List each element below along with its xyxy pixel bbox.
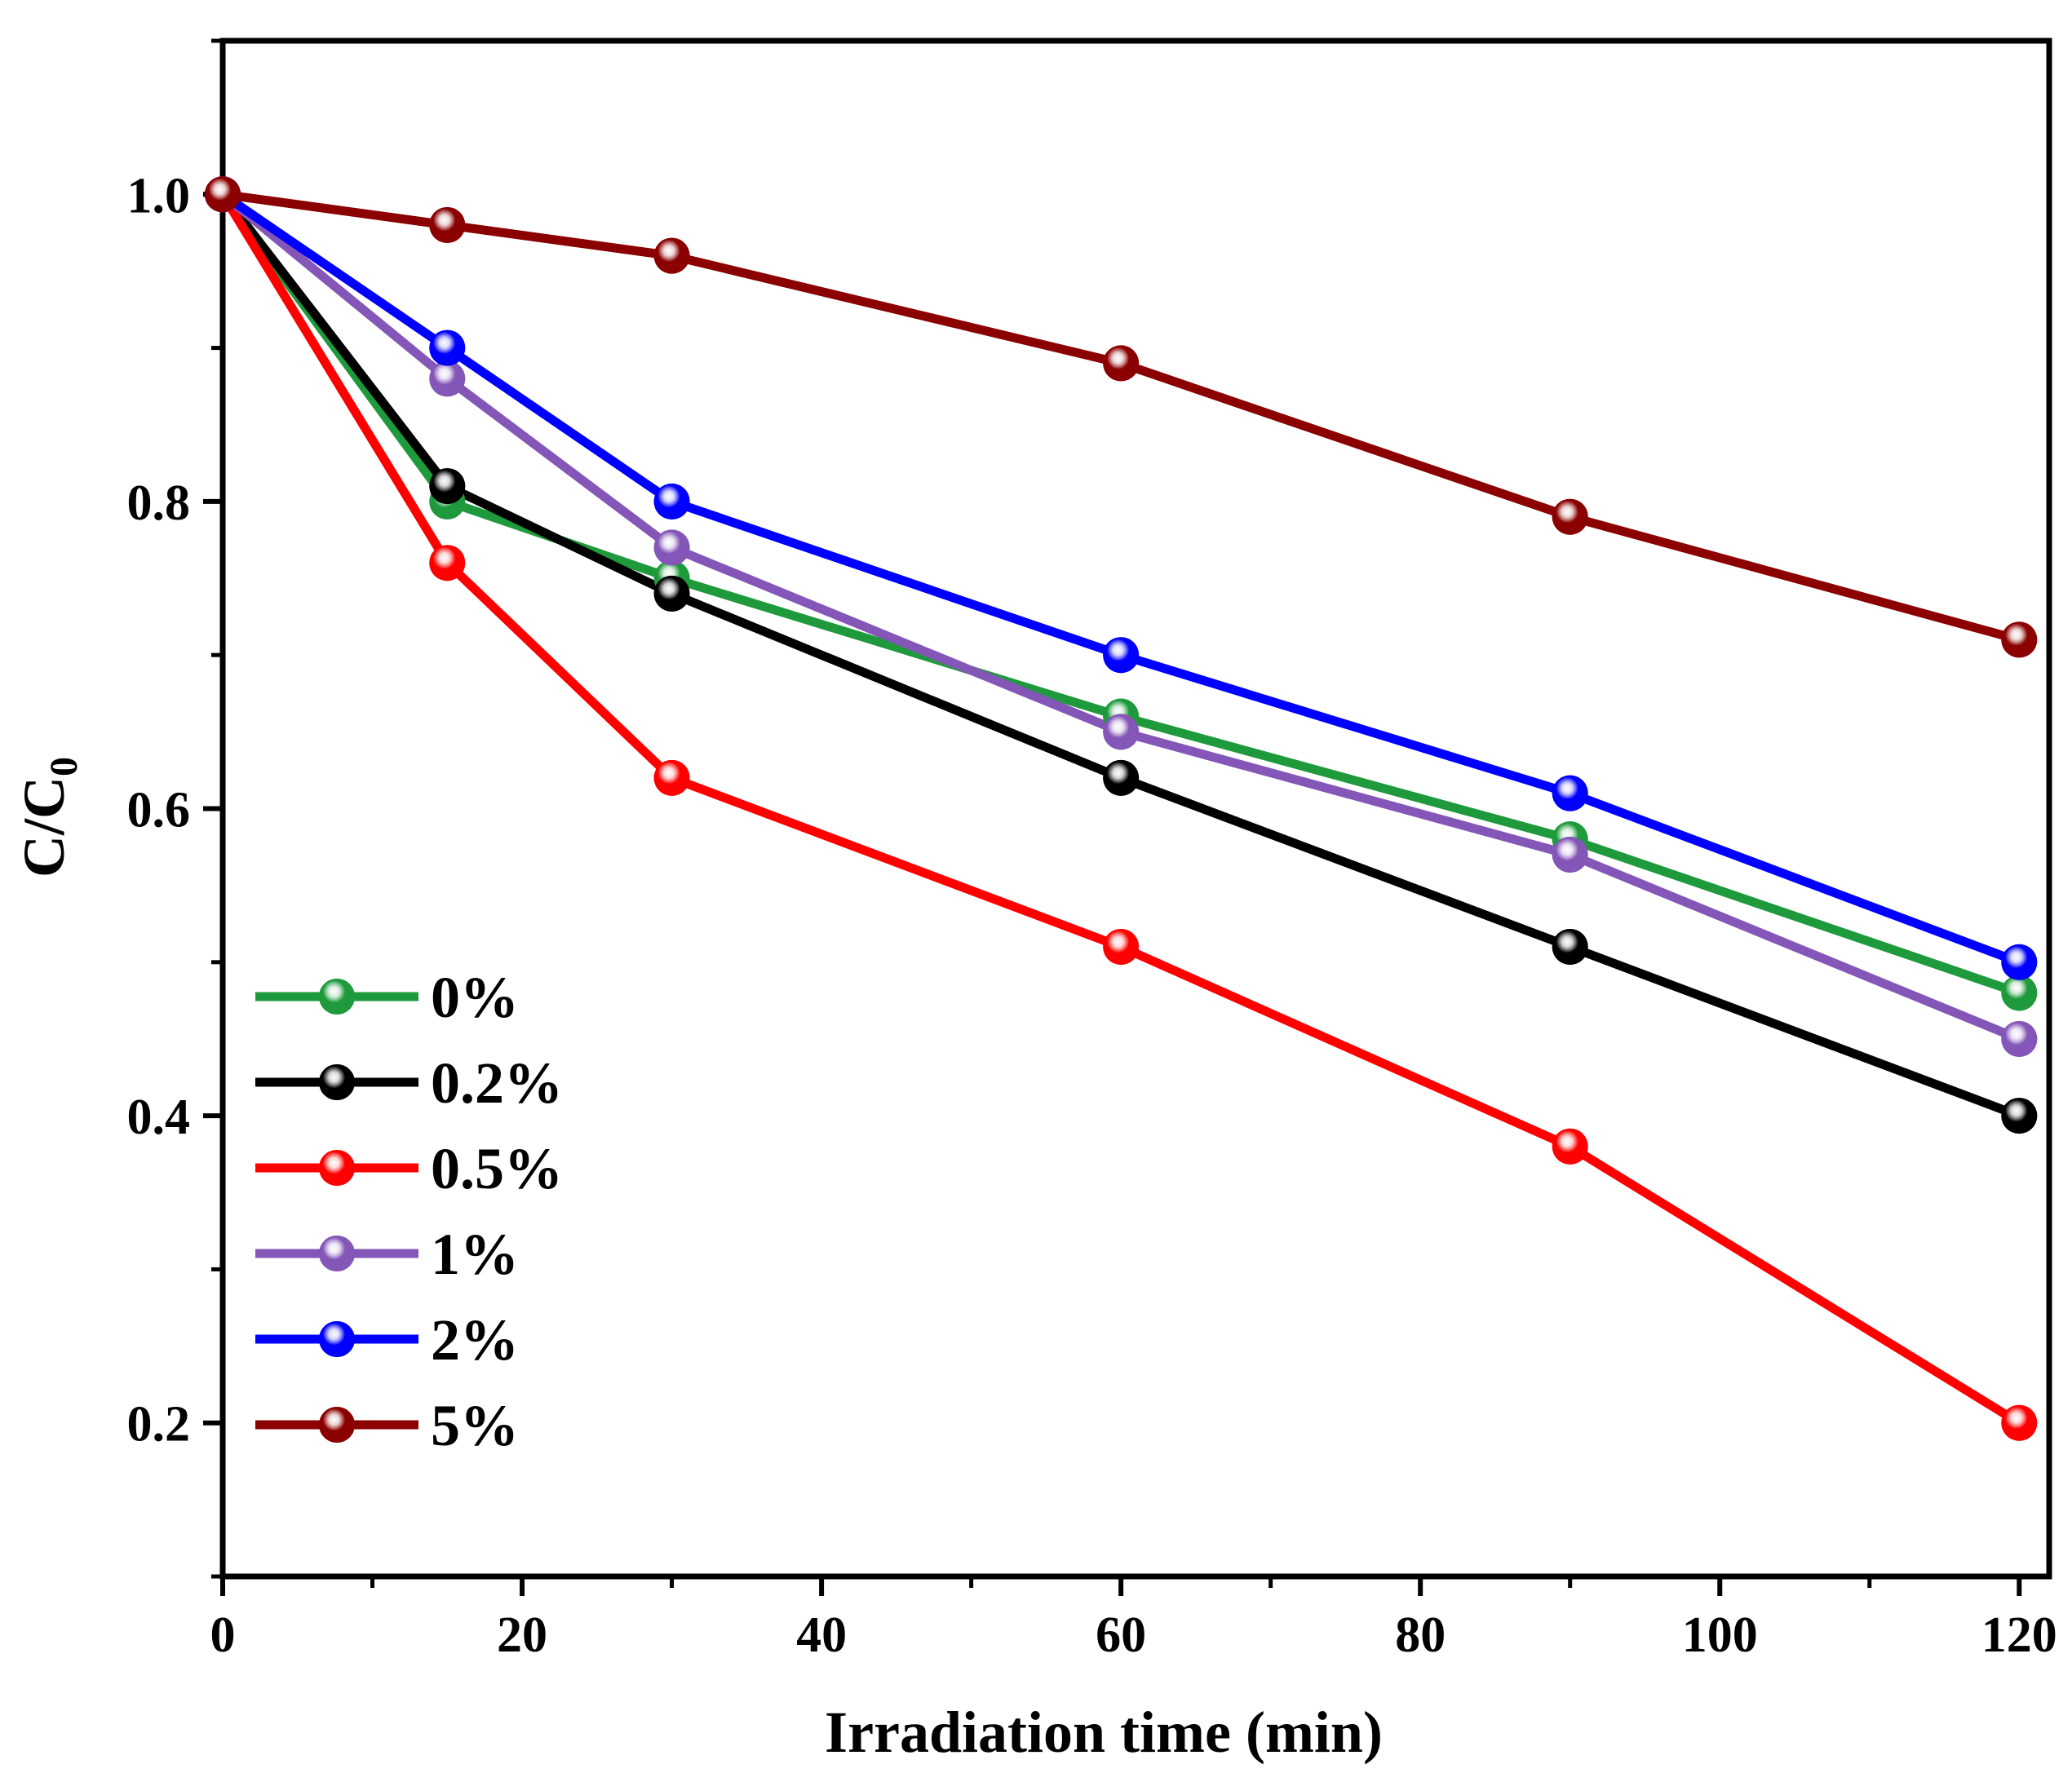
y-axis-title-subscript: 0 bbox=[42, 757, 86, 776]
x-tick-label: 20 bbox=[497, 1607, 547, 1663]
data-point bbox=[2001, 975, 2038, 1011]
series-markers-2% bbox=[205, 176, 2038, 980]
data-point bbox=[1103, 345, 1140, 382]
y-tick-label: 0.6 bbox=[127, 783, 191, 838]
legend-marker bbox=[319, 1407, 355, 1443]
legend-item: 0.5% bbox=[255, 1136, 563, 1201]
series-0.5% bbox=[219, 192, 2022, 1427]
legend: 0% 0.2% 0.5% 1% 2% 5% bbox=[255, 965, 563, 1458]
legend-label: 5% bbox=[431, 1393, 519, 1458]
legend-item: 0% bbox=[255, 965, 519, 1030]
data-point bbox=[1552, 1128, 1588, 1165]
y-axis-title-main: C/C bbox=[11, 776, 77, 878]
data-point bbox=[2001, 1020, 2038, 1057]
legend-marker bbox=[319, 1321, 355, 1357]
legend-label: 0.2% bbox=[431, 1050, 563, 1116]
data-point bbox=[429, 206, 466, 243]
data-point bbox=[653, 483, 690, 520]
legend-marker bbox=[319, 1236, 355, 1271]
series-2% bbox=[219, 190, 2021, 966]
legend-item: 2% bbox=[255, 1307, 519, 1373]
x-tick-label: 0 bbox=[210, 1607, 236, 1663]
series-line bbox=[219, 192, 2021, 997]
legend-marker bbox=[319, 1064, 355, 1100]
x-tick-label: 120 bbox=[1981, 1607, 2057, 1663]
data-point bbox=[1552, 928, 1588, 965]
data-point bbox=[653, 575, 690, 612]
series-markers-5% bbox=[205, 176, 2038, 658]
data-point bbox=[429, 329, 466, 366]
data-point bbox=[2001, 944, 2038, 980]
legend-item: 0.2% bbox=[255, 1050, 563, 1116]
data-point bbox=[653, 759, 690, 796]
x-tick-label: 80 bbox=[1395, 1607, 1446, 1663]
legend-label: 0% bbox=[431, 965, 519, 1030]
series-line bbox=[219, 190, 2021, 966]
y-axis-title: C/C0 bbox=[11, 757, 86, 878]
data-point bbox=[1552, 836, 1588, 873]
x-tick-label: 40 bbox=[796, 1607, 847, 1663]
data-point bbox=[429, 468, 466, 505]
data-point bbox=[653, 237, 690, 274]
data-point bbox=[653, 529, 690, 566]
data-point bbox=[1103, 928, 1140, 965]
legend-item: 5% bbox=[255, 1393, 519, 1458]
series-1% bbox=[219, 191, 2021, 1044]
y-tick-label: 1.0 bbox=[127, 168, 191, 223]
data-point bbox=[1103, 637, 1140, 674]
x-axis-title: Irradiation time (min) bbox=[825, 1700, 1383, 1765]
series-5% bbox=[222, 189, 2021, 644]
y-tick-label: 0.4 bbox=[127, 1090, 191, 1145]
series-line bbox=[219, 191, 2021, 1121]
legend-item: 1% bbox=[255, 1222, 519, 1287]
series-0% bbox=[219, 192, 2021, 997]
data-point bbox=[429, 360, 466, 397]
legend-label: 2% bbox=[431, 1307, 519, 1373]
data-point bbox=[205, 176, 241, 213]
series-line bbox=[222, 189, 2021, 644]
legend-marker bbox=[319, 1150, 355, 1186]
series-line bbox=[219, 192, 2022, 1427]
x-tick-label: 60 bbox=[1096, 1607, 1146, 1663]
series-0.2% bbox=[219, 191, 2021, 1121]
series-layer bbox=[205, 176, 2038, 1441]
data-point bbox=[2001, 1098, 2038, 1134]
data-point bbox=[1103, 714, 1140, 750]
legend-label: 0.5% bbox=[431, 1136, 563, 1201]
axes: 0 20 40 60 80 100 120 0.2 0.4 0.6 0.8 1.0 bbox=[127, 38, 2057, 1663]
y-tick-label: 0.2 bbox=[127, 1397, 191, 1452]
legend-label: 1% bbox=[431, 1222, 519, 1287]
x-tick-label: 100 bbox=[1682, 1607, 1758, 1663]
data-point bbox=[1103, 759, 1140, 796]
data-point bbox=[1552, 498, 1588, 535]
data-point bbox=[429, 545, 466, 581]
series-line bbox=[219, 191, 2021, 1044]
data-point bbox=[2001, 621, 2038, 658]
legend-marker bbox=[319, 979, 355, 1015]
data-point bbox=[2001, 1404, 2038, 1441]
data-point bbox=[1552, 775, 1588, 811]
series-markers-1% bbox=[205, 176, 2038, 1057]
series-markers-0.2% bbox=[205, 176, 2038, 1134]
y-tick-label: 0.8 bbox=[127, 475, 191, 531]
